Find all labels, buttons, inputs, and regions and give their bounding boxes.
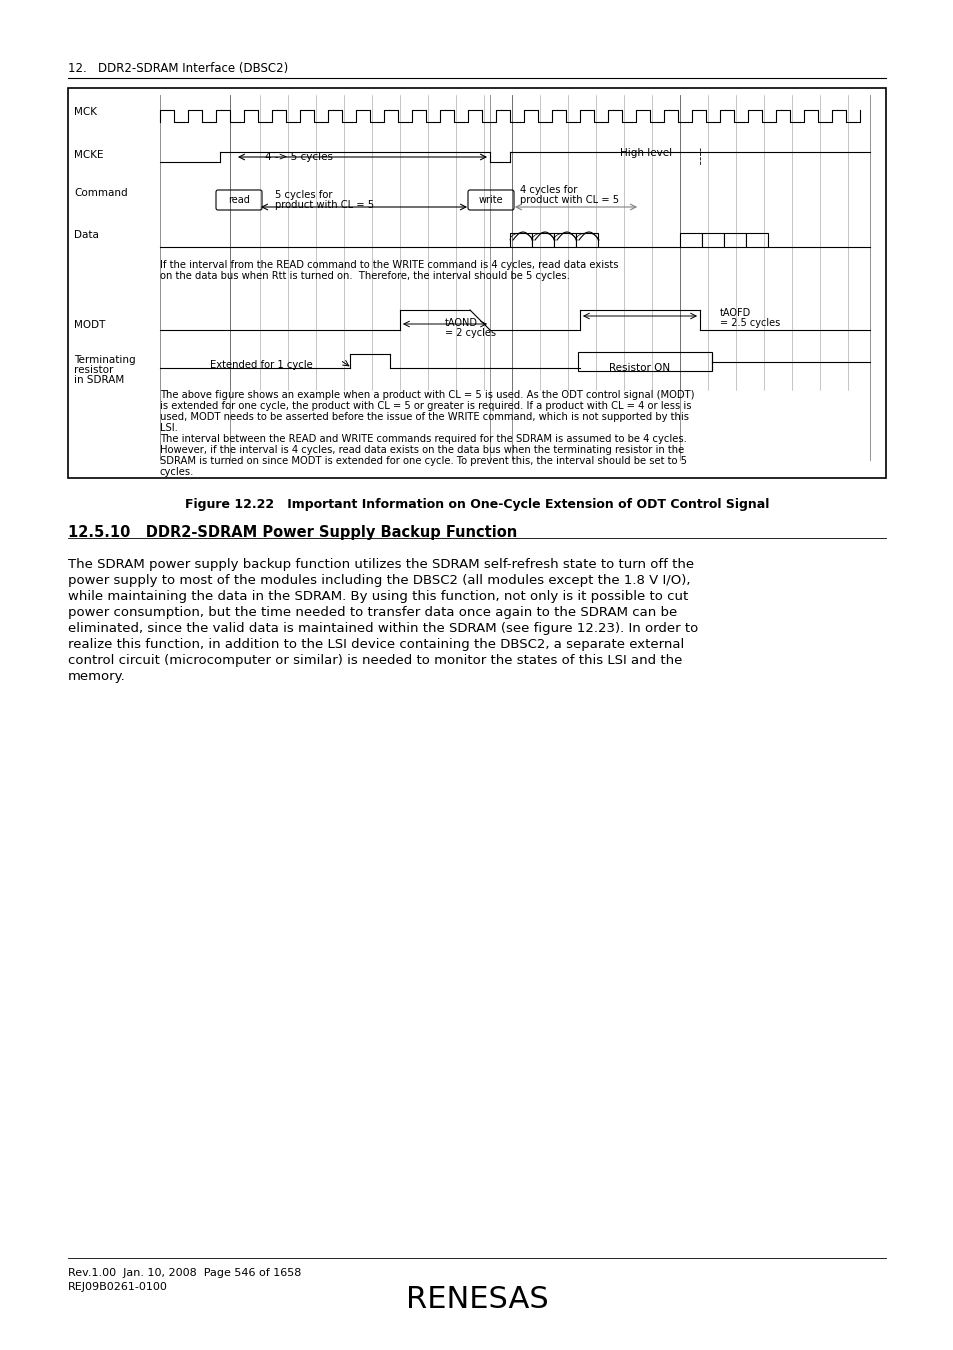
Text: 5 cycles for: 5 cycles for [274, 190, 333, 200]
Text: eliminated, since the valid data is maintained within the SDRAM (see figure 12.2: eliminated, since the valid data is main… [68, 622, 698, 634]
Text: The above figure shows an example when a product with CL = 5 is used. As the ODT: The above figure shows an example when a… [160, 390, 694, 400]
Text: Data: Data [74, 230, 99, 240]
FancyBboxPatch shape [468, 190, 514, 211]
Text: Figure 12.22   Important Information on One-Cycle Extension of ODT Control Signa: Figure 12.22 Important Information on On… [185, 498, 768, 512]
Text: MCKE: MCKE [74, 150, 103, 161]
Text: 4 -> 5 cycles: 4 -> 5 cycles [265, 153, 333, 162]
Text: The SDRAM power supply backup function utilizes the SDRAM self-refresh state to : The SDRAM power supply backup function u… [68, 558, 694, 571]
Text: The interval between the READ and WRITE commands required for the SDRAM is assum: The interval between the READ and WRITE … [160, 433, 686, 444]
Text: 12.   DDR2-SDRAM Interface (DBSC2): 12. DDR2-SDRAM Interface (DBSC2) [68, 62, 288, 76]
Text: 4 cycles for: 4 cycles for [519, 185, 577, 194]
Text: resistor: resistor [74, 364, 113, 375]
Text: Terminating: Terminating [74, 355, 135, 364]
Text: Extended for 1 cycle: Extended for 1 cycle [210, 360, 313, 370]
Text: is extended for one cycle, the product with CL = 5 or greater is required. If a : is extended for one cycle, the product w… [160, 401, 691, 410]
Text: product with CL = 5: product with CL = 5 [519, 194, 618, 205]
Text: However, if the interval is 4 cycles, read data exists on the data bus when the : However, if the interval is 4 cycles, re… [160, 446, 683, 455]
Text: realize this function, in addition to the LSI device containing the DBSC2, a sep: realize this function, in addition to th… [68, 639, 683, 651]
Text: Rev.1.00  Jan. 10, 2008  Page 546 of 1658: Rev.1.00 Jan. 10, 2008 Page 546 of 1658 [68, 1268, 301, 1278]
Bar [745, 234, 767, 247]
FancyBboxPatch shape [215, 190, 262, 211]
Text: = 2 cycles: = 2 cycles [444, 328, 496, 338]
Text: tAOFD: tAOFD [720, 308, 750, 319]
Text: power supply to most of the modules including the DBSC2 (all modules except the : power supply to most of the modules incl… [68, 574, 690, 587]
Text: power consumption, but the time needed to transfer data once again to the SDRAM : power consumption, but the time needed t… [68, 606, 677, 620]
Text: product with CL = 5: product with CL = 5 [274, 200, 374, 211]
Text: High level: High level [619, 148, 672, 158]
Text: control circuit (microcomputer or similar) is needed to monitor the states of th: control circuit (microcomputer or simila… [68, 653, 681, 667]
Text: LSI.: LSI. [160, 423, 177, 433]
Text: 12.5.10   DDR2-SDRAM Power Supply Backup Function: 12.5.10 DDR2-SDRAM Power Supply Backup F… [68, 525, 517, 540]
Text: SDRAM is turned on since MODT is extended for one cycle. To prevent this, the in: SDRAM is turned on since MODT is extende… [160, 456, 686, 466]
Text: REJ09B0261-0100: REJ09B0261-0100 [68, 1282, 168, 1292]
Text: Command: Command [74, 188, 128, 198]
FancyBboxPatch shape [578, 352, 711, 371]
Text: on the data bus when Rtt is turned on.  Therefore, the interval should be 5 cycl: on the data bus when Rtt is turned on. T… [160, 271, 569, 281]
Text: in SDRAM: in SDRAM [74, 375, 124, 385]
Text: RENESAS: RENESAS [405, 1285, 548, 1314]
Bar [532, 234, 554, 247]
Text: cycles.: cycles. [160, 467, 194, 477]
Bar [723, 234, 745, 247]
Text: MCK: MCK [74, 107, 97, 117]
Text: tAOND: tAOND [444, 319, 477, 328]
Text: = 2.5 cycles: = 2.5 cycles [720, 319, 780, 328]
Text: write: write [478, 194, 503, 205]
Bar [701, 234, 723, 247]
Bar [554, 234, 576, 247]
Text: used, MODT needs to be asserted before the issue of the WRITE command, which is : used, MODT needs to be asserted before t… [160, 412, 688, 423]
Text: while maintaining the data in the SDRAM. By using this function, not only is it : while maintaining the data in the SDRAM.… [68, 590, 687, 603]
Text: read: read [228, 194, 250, 205]
FancyBboxPatch shape [68, 88, 885, 478]
Bar [510, 234, 532, 247]
Bar [679, 234, 701, 247]
Text: MODT: MODT [74, 320, 105, 329]
Text: Resistor ON: Resistor ON [609, 363, 670, 373]
Text: memory.: memory. [68, 670, 126, 683]
Text: If the interval from the READ command to the WRITE command is 4 cycles, read dat: If the interval from the READ command to… [160, 261, 618, 270]
Bar [576, 234, 598, 247]
